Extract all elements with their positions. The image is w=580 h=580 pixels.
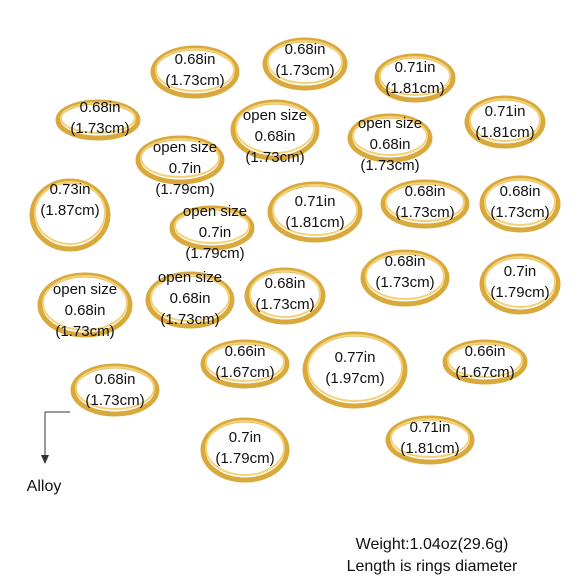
ring-highlight xyxy=(34,181,106,245)
ring-highlight xyxy=(140,138,220,178)
size-label: 0.68in xyxy=(65,302,106,319)
ring xyxy=(262,37,348,91)
size-label: 0.71in xyxy=(295,193,336,210)
size-label: 0.66in xyxy=(225,343,266,360)
ring-highlight xyxy=(155,48,235,92)
ring-highlight xyxy=(352,116,428,156)
ring-highlight xyxy=(390,418,470,458)
size-label: 0.77in xyxy=(335,349,376,366)
size-label: (1.79cm) xyxy=(155,181,214,198)
ring-highlight xyxy=(42,275,128,331)
ring-highlight xyxy=(267,40,343,84)
ring-highlight xyxy=(385,182,465,222)
size-label: (1.73cm) xyxy=(360,157,419,174)
size-label: 0.7in xyxy=(169,160,202,177)
size-label: open size xyxy=(183,203,247,220)
size-label: (1.81cm) xyxy=(400,440,459,457)
ring-highlight xyxy=(469,98,541,142)
size-label: 0.68in xyxy=(370,136,411,153)
size-label: (1.73cm) xyxy=(275,62,334,79)
size-label: 0.68in xyxy=(285,41,326,58)
ring-highlight xyxy=(484,256,556,308)
ring-highlight xyxy=(379,56,451,96)
size-label: 0.68in xyxy=(385,253,426,270)
size-label: 0.68in xyxy=(265,275,306,292)
size-label: open size xyxy=(153,139,217,156)
size-label: open size xyxy=(53,281,117,298)
ring-highlight xyxy=(205,342,285,382)
size-label: (1.97cm) xyxy=(325,370,384,387)
size-label: 0.7in xyxy=(199,224,232,241)
size-label: (1.73cm) xyxy=(165,72,224,89)
ring-highlight xyxy=(249,270,321,318)
size-label: (1.73cm) xyxy=(490,204,549,221)
size-label: 0.71in xyxy=(485,103,526,120)
size-label: 0.7in xyxy=(229,429,262,446)
size-label: (1.79cm) xyxy=(185,245,244,262)
arrow-head xyxy=(41,455,49,464)
size-label: (1.73cm) xyxy=(255,296,314,313)
ring-highlight xyxy=(365,252,445,300)
size-label: (1.81cm) xyxy=(385,80,444,97)
size-label: (1.81cm) xyxy=(475,124,534,141)
ring-highlight xyxy=(307,334,403,402)
ring-highlight xyxy=(447,342,523,378)
ring-highlight xyxy=(484,178,556,226)
material-label: Alloy xyxy=(27,478,62,495)
size-label: open size xyxy=(243,107,307,124)
ring-highlight xyxy=(235,102,315,154)
size-label: 0.73in xyxy=(50,181,91,198)
size-label: (1.73cm) xyxy=(160,311,219,328)
size-label: open size xyxy=(158,269,222,286)
ring-highlight xyxy=(150,274,230,322)
size-label: (1.73cm) xyxy=(70,120,129,137)
size-label: 0.68in xyxy=(170,290,211,307)
size-label: (1.73cm) xyxy=(375,274,434,291)
size-label: (1.73cm) xyxy=(85,392,144,409)
note-label: Length is rings diameter xyxy=(347,558,518,575)
size-label: (1.67cm) xyxy=(455,364,514,381)
ring-highlight xyxy=(174,208,250,244)
ring-highlight xyxy=(75,366,155,410)
size-label: (1.73cm) xyxy=(245,149,304,166)
size-label: (1.81cm) xyxy=(285,214,344,231)
size-label: (1.73cm) xyxy=(395,204,454,221)
size-label: (1.79cm) xyxy=(215,450,274,467)
size-label: (1.79cm) xyxy=(490,284,549,301)
size-label: 0.68in xyxy=(80,99,121,116)
size-label: 0.68in xyxy=(175,51,216,68)
weight-label: Weight:1.04oz(29.6g) xyxy=(356,536,509,553)
size-label: 0.7in xyxy=(504,263,537,280)
size-label: (1.87cm) xyxy=(40,202,99,219)
size-label: 0.71in xyxy=(395,59,436,76)
ring-highlight xyxy=(205,420,285,476)
size-label: 0.68in xyxy=(500,183,541,200)
size-label: 0.68in xyxy=(405,183,446,200)
labels: 0.68in (1.73cm) 0.68in (1.73cm) 0.71in (1.81c… xyxy=(40,41,549,467)
size-label: 0.71in xyxy=(410,419,451,436)
size-label: 0.66in xyxy=(465,343,506,360)
rings xyxy=(29,37,561,483)
size-label: (1.67cm) xyxy=(215,364,274,381)
size-label: (1.73cm) xyxy=(55,323,114,340)
ring-highlight xyxy=(272,184,358,236)
size-label: 0.68in xyxy=(95,371,136,388)
ring-highlight xyxy=(60,102,136,134)
size-label: 0.68in xyxy=(255,128,296,145)
size-label: open size xyxy=(358,115,422,132)
